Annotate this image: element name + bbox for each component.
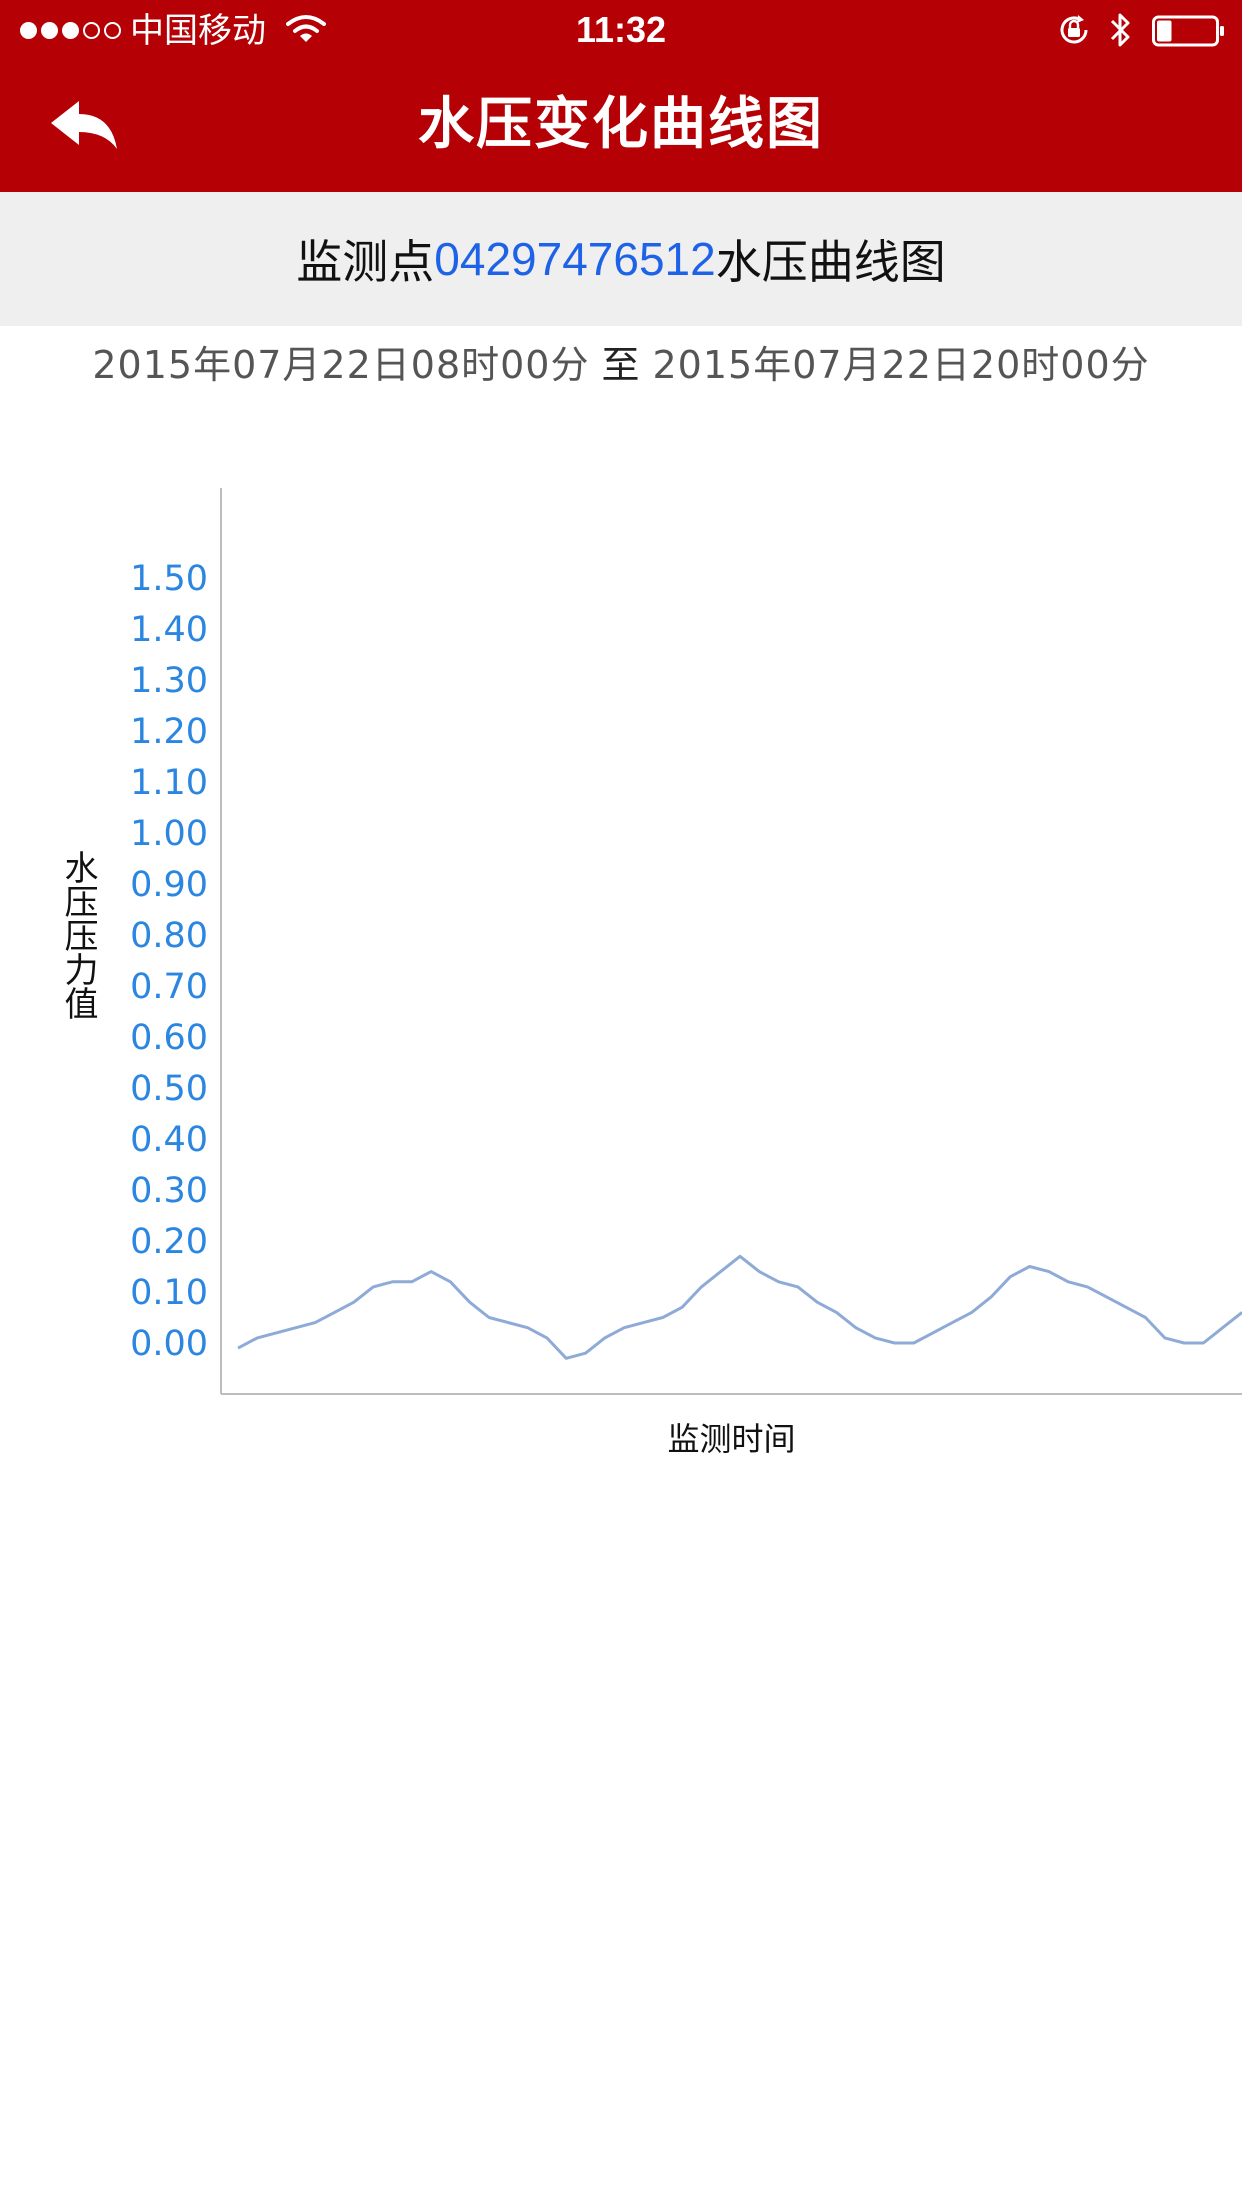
pressure-series-line	[237, 1254, 1242, 1360]
signal-dot	[83, 22, 100, 39]
status-time: 11:32	[575, 9, 667, 50]
y-tick-label: 1.30	[130, 661, 208, 701]
y-tick-label: 0.40	[130, 1120, 208, 1160]
signal-dot	[62, 22, 79, 39]
page-title: 水压变化曲线图	[418, 92, 824, 157]
y-tick-label: 1.40	[130, 610, 208, 650]
y-tick-label: 1.20	[130, 712, 208, 752]
carrier-name: 中国移动	[130, 11, 266, 51]
range-start: 2015年07月22日08时00分	[92, 343, 590, 387]
y-tick-label: 0.80	[130, 916, 208, 956]
y-tick-label: 0.10	[130, 1273, 208, 1313]
time-range: 2015年07月22日08时00分至 2015年07月22日20时00分	[0, 340, 1242, 390]
signal-strength-icon	[20, 22, 121, 39]
back-button[interactable]	[40, 92, 130, 162]
wifi-icon	[286, 15, 326, 42]
range-separator: 至	[601, 343, 641, 387]
signal-dot	[41, 22, 58, 39]
back-arrow-icon	[51, 101, 117, 149]
y-tick-label: 0.60	[130, 1018, 208, 1058]
pressure-line-chart: 0.00 0.10 0.20 0.30 0.40 0.50 0.60 0.70 0.80 0.90…	[130, 488, 1242, 1395]
signal-dot	[20, 22, 37, 39]
y-tick-label: 0.00	[130, 1324, 208, 1364]
x-axis-label: 监测时间	[667, 1420, 796, 1458]
battery-icon	[1152, 15, 1224, 47]
range-end: 2015年07月22日20时00分	[652, 343, 1150, 387]
y-tick-label: 1.10	[130, 763, 208, 803]
bluetooth-icon	[1110, 13, 1130, 47]
y-tick-label: 1.00	[130, 814, 208, 854]
status-bar: 中国移动 11:32	[0, 0, 1242, 62]
y-tick-label: 0.70	[130, 967, 208, 1007]
header: 中国移动 11:32	[0, 0, 1242, 192]
signal-dot	[104, 22, 121, 39]
y-axis-label: 水压压力值	[58, 850, 98, 1020]
orientation-lock-icon	[1060, 15, 1088, 44]
y-tick-label: 0.90	[130, 865, 208, 905]
subtitle-suffix: 水压曲线图	[715, 235, 946, 289]
nav-bar: 水压变化曲线图	[0, 62, 1242, 192]
y-tick-label: 0.20	[130, 1222, 208, 1262]
subtitle-prefix: 监测点	[296, 235, 435, 289]
chart-subtitle: 监测点 04297476512 水压曲线图	[0, 192, 1242, 326]
y-tick-label: 0.50	[130, 1069, 208, 1109]
station-id: 04297476512	[434, 233, 716, 285]
y-tick-label: 0.30	[130, 1171, 208, 1211]
y-tick-label: 1.50	[130, 559, 208, 599]
